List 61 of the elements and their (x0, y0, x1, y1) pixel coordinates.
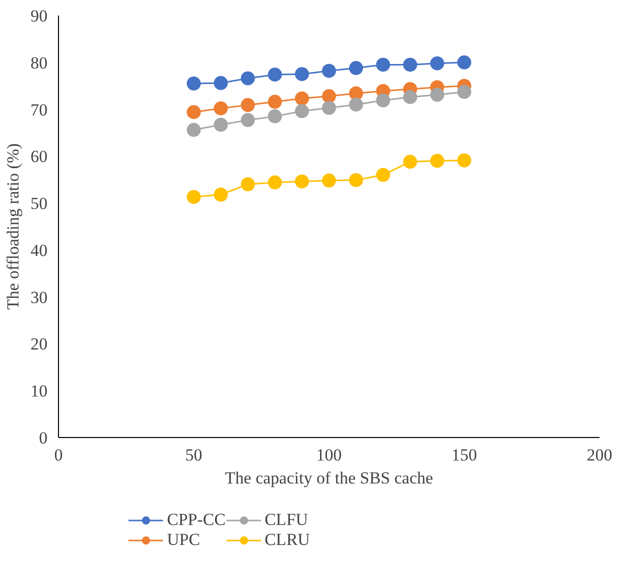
point (240, 113, 255, 128)
point (268, 109, 282, 124)
y-tick-label: 20 (30, 334, 48, 354)
y-tick-label: 40 (30, 240, 48, 260)
point (240, 98, 255, 112)
point (186, 76, 201, 90)
point (457, 84, 472, 99)
legend-label: CLFU (264, 510, 308, 530)
point (322, 64, 336, 78)
point (403, 90, 418, 104)
point (294, 174, 309, 188)
point (186, 122, 201, 137)
y-tick-label: 30 (30, 288, 48, 307)
point (214, 118, 228, 132)
point (214, 188, 228, 202)
point (349, 98, 364, 112)
point (186, 105, 201, 120)
x-tick-label: 50 (185, 446, 202, 464)
x-tick-label: 100 (316, 446, 342, 464)
point (214, 101, 228, 116)
legend-label: CLRU (264, 530, 310, 550)
point (403, 154, 418, 169)
y-tick-label: 80 (30, 53, 48, 72)
point (186, 190, 201, 204)
point (457, 55, 472, 70)
point (403, 58, 418, 72)
point (430, 56, 444, 70)
y-tick-label: 70 (30, 100, 48, 120)
x-tick-label: 200 (586, 446, 612, 464)
point (430, 88, 444, 102)
point (322, 89, 336, 104)
point (322, 100, 336, 115)
point (376, 58, 390, 72)
y-tick-label: 90 (30, 6, 48, 26)
y-tick-label: 50 (30, 194, 48, 214)
point (349, 86, 364, 100)
y-tick-label: 0 (39, 428, 48, 448)
point (214, 76, 228, 90)
point (294, 92, 309, 106)
y-axis-title: The offloading ratio (%) (4, 143, 22, 310)
point (268, 94, 282, 109)
y-tick-label: 10 (30, 382, 48, 401)
point (376, 168, 390, 182)
x-tick-label: 150 (452, 446, 477, 464)
point (240, 177, 255, 192)
point (268, 175, 282, 190)
point (294, 104, 309, 118)
x-axis-title: The capacity of the SBS cache (224, 468, 434, 488)
point (322, 174, 336, 188)
point (294, 67, 309, 82)
point (268, 68, 282, 82)
point (349, 61, 364, 76)
legend-label: CPP-CC (167, 510, 226, 530)
legend-label: UPC (167, 530, 200, 550)
point (349, 173, 364, 188)
point (376, 93, 390, 108)
point (430, 154, 444, 168)
point (240, 71, 255, 86)
y-tick-label: 60 (30, 147, 48, 166)
point (457, 153, 472, 168)
x-tick-label: 0 (54, 446, 63, 464)
